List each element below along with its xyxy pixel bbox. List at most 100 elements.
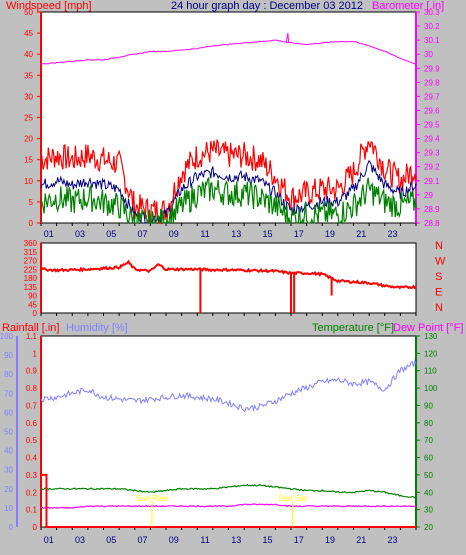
wind-y-tick: 40 <box>24 50 33 59</box>
humidity-tick: 20 <box>4 485 13 494</box>
wind-y-tick: 20 <box>24 135 33 144</box>
barometer-tick: 30.2 <box>424 22 440 31</box>
direction-grid <box>40 313 417 316</box>
temperature-tick: 110 <box>424 367 437 376</box>
wind-y-tick: 25 <box>24 114 33 123</box>
temperature-tick: 40 <box>424 488 433 497</box>
wind-x-tick: 19 <box>325 229 335 239</box>
sun-marker-label: Sun Rise <box>136 494 169 503</box>
direction-tick: 180 <box>24 274 38 283</box>
wind-y-tick: 15 <box>24 156 33 165</box>
direction-tick: 360 <box>24 239 38 248</box>
dewpoint-line <box>40 503 416 509</box>
wind-low-line <box>40 176 417 225</box>
rainfall-tick: 0.9 <box>26 367 38 376</box>
climate-series: Sun Rise Sun Set <box>40 358 417 528</box>
temperature-tick: 80 <box>424 419 433 428</box>
temperature-axis-title: Temperature [°F] <box>312 322 394 334</box>
rainfall-tick: 0.6 <box>26 419 38 428</box>
wind-gust-line <box>40 139 417 225</box>
wind-x-tick: 03 <box>75 229 85 239</box>
humidity-axis-title: Humidity [%] <box>66 322 128 334</box>
barometer-tick: 29.7 <box>424 92 440 101</box>
climate-x-tick: 01 <box>44 535 54 545</box>
wind-x-tick: 15 <box>263 229 273 239</box>
climate-x-tick: 03 <box>75 535 85 545</box>
humidity-tick: 60 <box>4 408 13 417</box>
humidity-tick: 0 <box>9 523 14 532</box>
barometer-tick: 29.8 <box>424 78 440 87</box>
temperature-tick: 30 <box>424 506 433 515</box>
rainfall-line <box>41 473 416 528</box>
temperature-line <box>40 483 416 499</box>
compass-label: N <box>435 302 443 314</box>
rainfall-tick: 0.4 <box>26 454 38 463</box>
climate-x-tick: 19 <box>325 535 335 545</box>
wind-x-tick: 23 <box>388 229 398 239</box>
wind-average-line <box>40 159 417 224</box>
rainfall-tick: 0.7 <box>26 401 38 410</box>
barometer-tick: 28.8 <box>424 219 440 228</box>
barometer-tick: 29.5 <box>424 121 440 130</box>
humidity-line <box>40 358 417 413</box>
barometer-tick: 29.3 <box>424 149 440 158</box>
climate-x-tick: 23 <box>388 535 398 545</box>
windspeed-axis-title: Windspeed [mph] <box>6 0 92 12</box>
sun-marker-label: Sun Set <box>278 494 307 503</box>
wind-y-tick: 50 <box>24 8 33 17</box>
barometer-line <box>40 39 417 65</box>
wind-y-tick: 35 <box>24 71 33 80</box>
barometer-tick: 29.4 <box>424 135 440 144</box>
barometer-spike <box>285 33 290 43</box>
rainfall-tick: 0.8 <box>26 384 38 393</box>
barometer-tick: 29.9 <box>424 64 440 73</box>
barometer-tick: 28.9 <box>424 205 440 214</box>
wind-series <box>40 33 417 225</box>
humidity-tick: 10 <box>4 504 13 513</box>
humidity-tick: 70 <box>4 389 13 398</box>
humidity-tick: 90 <box>4 351 13 360</box>
temperature-tick: 90 <box>424 401 433 410</box>
wind-y-tick: 30 <box>24 92 33 101</box>
dewpoint-axis-title: Dew Point [°F] <box>393 322 463 334</box>
climate-x-tick: 15 <box>263 535 273 545</box>
compass-label: S <box>435 271 442 283</box>
humidity-tick: 30 <box>4 466 13 475</box>
climate-x-tick: 07 <box>138 535 148 545</box>
direction-plot-area <box>40 242 417 314</box>
humidity-tick: 80 <box>4 370 13 379</box>
barometer-tick: 29.2 <box>424 163 440 172</box>
wind-y-tick: 45 <box>24 29 33 38</box>
wind-direction-line <box>40 259 417 290</box>
barometer-tick-labels: 28.8 28.9 29 29.1 29.2 29.3 29.4 29.5 29.6 29.7 29… <box>416 8 440 228</box>
climate-x-tick: 11 <box>200 535 209 545</box>
wind-x-tick: 09 <box>169 229 179 239</box>
temperature-tick: 100 <box>424 384 438 393</box>
climate-x-tick: 13 <box>231 535 241 545</box>
barometer-tick: 30.1 <box>424 36 440 45</box>
wind-x-tick-labels: 01 03 05 07 09 11 13 15 17 19 21 23 <box>44 229 398 239</box>
climate-x-tick: 05 <box>106 535 116 545</box>
wind-y-tick: 5 <box>29 198 34 207</box>
temperature-tick: 20 <box>424 523 433 532</box>
climate-x-tick-labels: 01 03 05 07 09 11 13 15 17 19 21 23 <box>44 535 398 545</box>
barometer-tick: 30 <box>424 50 433 59</box>
humidity-tick-labels: 0 10 20 30 40 50 60 70 80 90 100 <box>0 332 14 532</box>
compass-label: N <box>435 240 443 252</box>
wind-x-tick: 07 <box>138 229 148 239</box>
temperature-tick-labels: 20 30 40 50 60 70 80 90 100 110 120 130 <box>416 332 438 532</box>
temperature-tick: 130 <box>424 332 438 341</box>
rainfall-tick: 1 <box>33 349 38 358</box>
climate-x-tick: 21 <box>356 535 366 545</box>
rainfall-tick: 0 <box>33 523 38 532</box>
direction-tick: 270 <box>24 257 38 266</box>
direction-tick: 225 <box>24 265 38 274</box>
direction-tick: 90 <box>28 292 37 301</box>
wind-x-tick: 05 <box>106 229 116 239</box>
direction-tick: 315 <box>24 248 38 257</box>
climate-plot-area <box>40 335 417 528</box>
